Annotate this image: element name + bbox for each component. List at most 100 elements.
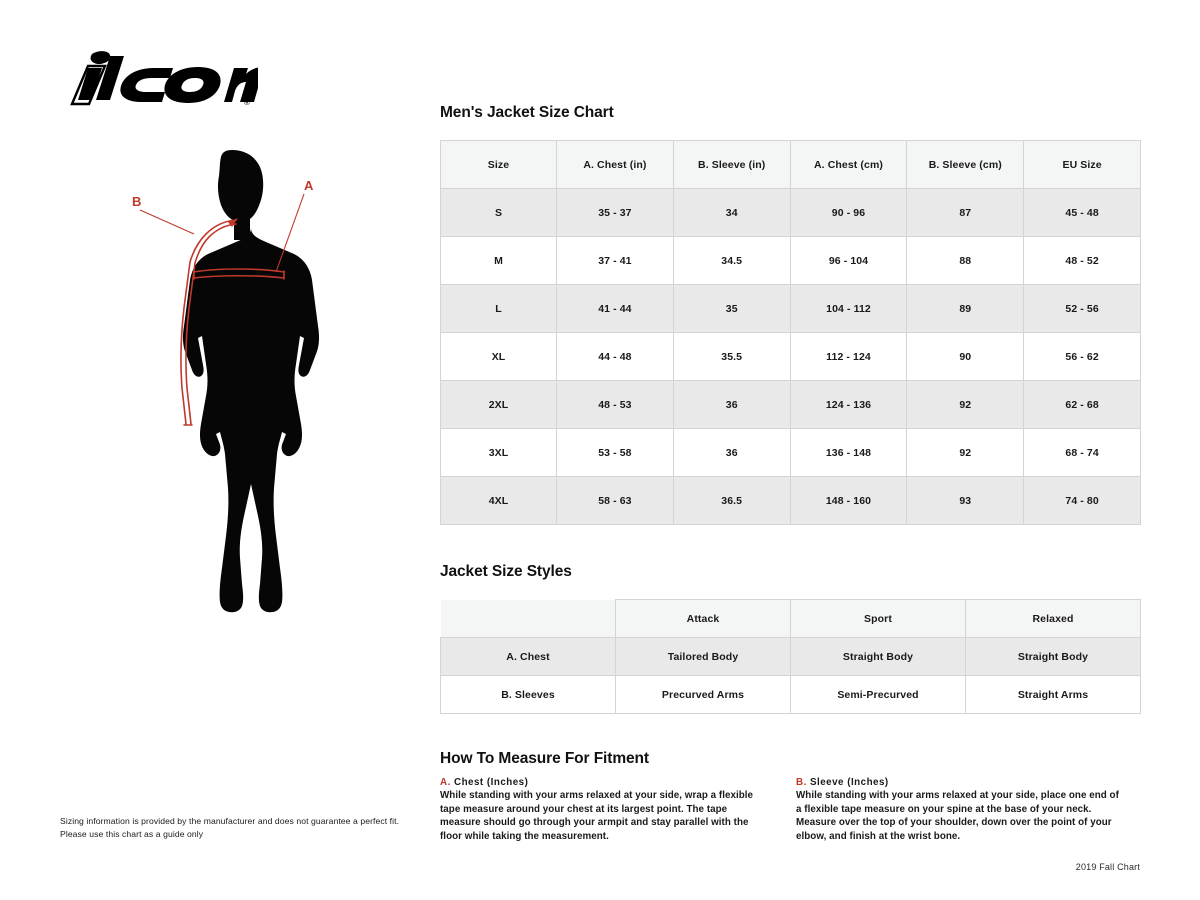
cell-chest-cm: 124 - 136 bbox=[789, 380, 908, 429]
col-header-chest-cm: A. Chest (cm) bbox=[789, 140, 908, 189]
cell-sleeve-in: 34 bbox=[672, 188, 791, 237]
jacket-size-styles-table: Attack Sport Relaxed A. Chest Tailored B… bbox=[440, 599, 1141, 714]
cell-size: 3XL bbox=[440, 428, 557, 477]
chart-season-note: 2019 Fall Chart bbox=[1075, 862, 1140, 872]
cell-size: 4XL bbox=[440, 476, 557, 525]
cell-sleeve-cm: 92 bbox=[906, 380, 1025, 429]
cell-size: M bbox=[440, 236, 557, 285]
cell-sleeve-in: 36 bbox=[672, 428, 791, 477]
styles-row-label-chest: A. Chest bbox=[440, 637, 616, 676]
cell-sleeve-in: 34.5 bbox=[672, 236, 791, 285]
measure-chest-body: While standing with your arms relaxed at… bbox=[440, 790, 754, 842]
jacket-size-styles-section: Jacket Size Styles Attack Sport Relaxed … bbox=[440, 563, 1141, 714]
measure-chest-heading-text: Chest (Inches) bbox=[454, 777, 529, 788]
measure-column-sleeve: B. Sleeve (Inches) While standing with y… bbox=[796, 777, 1126, 843]
cell-eu-size: 48 - 52 bbox=[1023, 236, 1141, 285]
cell-eu-size: 45 - 48 bbox=[1023, 188, 1141, 237]
col-header-chest-in: A. Chest (in) bbox=[556, 140, 674, 189]
mens-jacket-size-table: Size A. Chest (in) B. Sleeve (in) A. Che… bbox=[440, 140, 1141, 525]
measure-chest-letter: A. bbox=[440, 777, 451, 788]
cell-size: L bbox=[440, 284, 557, 333]
measure-sleeve-heading: B. Sleeve (Inches) bbox=[796, 777, 1126, 788]
icon-brand-logo: ® bbox=[58, 48, 258, 110]
cell-sleeve-cm: 89 bbox=[906, 284, 1025, 333]
chest-measure-line-bottom bbox=[193, 274, 285, 279]
table-row: L 41 - 44 35 104 - 112 89 52 - 56 bbox=[440, 284, 1141, 333]
cell-eu-size: 62 - 68 bbox=[1023, 380, 1141, 429]
table-row: B. Sleeves Precurved Arms Semi-Precurved… bbox=[440, 675, 1141, 714]
cell-chest-cm: 136 - 148 bbox=[789, 428, 908, 477]
cell-sleeve-cm: 92 bbox=[906, 428, 1025, 477]
cell-chest-in: 48 - 53 bbox=[556, 380, 674, 429]
disclaimer-line-2: Please use this chart as a guide only bbox=[60, 829, 204, 839]
measure-column-chest: A. Chest (Inches) While standing with yo… bbox=[440, 777, 770, 843]
sleeve-measure-line-inner bbox=[185, 223, 237, 425]
cell-sleeve-cm: 93 bbox=[906, 476, 1025, 525]
cell-chest-cm: 96 - 104 bbox=[789, 236, 908, 285]
col-header-sleeve-cm: B. Sleeve (cm) bbox=[906, 140, 1025, 189]
styles-header-row: Attack Sport Relaxed bbox=[440, 599, 1141, 638]
size-chart-title: Men's Jacket Size Chart bbox=[440, 104, 614, 121]
table-row: 4XL 58 - 63 36.5 148 - 160 93 74 - 80 bbox=[440, 476, 1141, 525]
styles-row-label-sleeves: B. Sleeves bbox=[440, 675, 616, 714]
styles-cell-sport: Semi-Precurved bbox=[790, 675, 966, 714]
cell-chest-cm: 104 - 112 bbox=[789, 284, 908, 333]
cell-chest-in: 58 - 63 bbox=[556, 476, 674, 525]
measure-chest-heading: A. Chest (Inches) bbox=[440, 777, 770, 788]
cell-eu-size: 56 - 62 bbox=[1023, 332, 1141, 381]
body-measurement-diagram: A B bbox=[108, 148, 368, 628]
measure-sleeve-body: While standing with your arms relaxed at… bbox=[796, 790, 1119, 842]
registered-mark: ® bbox=[244, 98, 250, 107]
disclaimer-line-1: Sizing information is provided by the ma… bbox=[60, 816, 400, 826]
cell-chest-in: 44 - 48 bbox=[556, 332, 674, 381]
measure-section-title: How To Measure For Fitment bbox=[440, 750, 649, 767]
label-a-leader bbox=[275, 193, 305, 273]
size-table-header-row: Size A. Chest (in) B. Sleeve (in) A. Che… bbox=[440, 140, 1141, 189]
table-row: 3XL 53 - 58 36 136 - 148 92 68 - 74 bbox=[440, 428, 1141, 477]
styles-corner-cell bbox=[440, 599, 616, 638]
table-row: M 37 - 41 34.5 96 - 104 88 48 - 52 bbox=[440, 236, 1141, 285]
styles-col-sport: Sport bbox=[790, 599, 966, 638]
how-to-measure-section: How To Measure For Fitment A. Chest (Inc… bbox=[440, 750, 1140, 843]
cell-chest-cm: 148 - 160 bbox=[789, 476, 908, 525]
col-header-sleeve-in: B. Sleeve (in) bbox=[672, 140, 791, 189]
table-row: XL 44 - 48 35.5 112 - 124 90 56 - 62 bbox=[440, 332, 1141, 381]
charts-column: Men's Jacket Size Chart Size A. Chest (i… bbox=[440, 104, 1141, 843]
cell-size: 2XL bbox=[440, 380, 557, 429]
cell-chest-in: 53 - 58 bbox=[556, 428, 674, 477]
cell-sleeve-in: 36 bbox=[672, 380, 791, 429]
styles-cell-relaxed: Straight Body bbox=[965, 637, 1141, 676]
cell-sleeve-cm: 88 bbox=[906, 236, 1025, 285]
figure-label-a: A bbox=[304, 178, 314, 193]
cell-chest-cm: 90 - 96 bbox=[789, 188, 908, 237]
measure-sleeve-letter: B. bbox=[796, 777, 807, 788]
cell-sleeve-in: 36.5 bbox=[672, 476, 791, 525]
styles-cell-attack: Tailored Body bbox=[615, 637, 791, 676]
cell-size: XL bbox=[440, 332, 557, 381]
styles-cell-relaxed: Straight Arms bbox=[965, 675, 1141, 714]
cell-eu-size: 68 - 74 bbox=[1023, 428, 1141, 477]
col-header-size: Size bbox=[440, 140, 557, 189]
sleeve-arrowhead bbox=[228, 218, 238, 227]
cell-sleeve-cm: 87 bbox=[906, 188, 1025, 237]
table-row: S 35 - 37 34 90 - 96 87 45 - 48 bbox=[440, 188, 1141, 237]
cell-chest-in: 37 - 41 bbox=[556, 236, 674, 285]
col-header-eu-size: EU Size bbox=[1023, 140, 1141, 189]
styles-col-relaxed: Relaxed bbox=[965, 599, 1141, 638]
cell-chest-in: 41 - 44 bbox=[556, 284, 674, 333]
measure-sleeve-heading-text: Sleeve (Inches) bbox=[810, 777, 889, 788]
table-row: 2XL 48 - 53 36 124 - 136 92 62 - 68 bbox=[440, 380, 1141, 429]
cell-eu-size: 74 - 80 bbox=[1023, 476, 1141, 525]
styles-cell-attack: Precurved Arms bbox=[615, 675, 791, 714]
figure-label-b: B bbox=[132, 194, 141, 209]
disclaimer-text: Sizing information is provided by the ma… bbox=[60, 815, 440, 841]
styles-chart-title: Jacket Size Styles bbox=[440, 563, 572, 580]
sleeve-measure-line-outer bbox=[180, 219, 237, 425]
cell-sleeve-in: 35.5 bbox=[672, 332, 791, 381]
label-b-leader bbox=[139, 209, 195, 235]
cell-sleeve-cm: 90 bbox=[906, 332, 1025, 381]
table-row: A. Chest Tailored Body Straight Body Str… bbox=[440, 637, 1141, 676]
male-silhouette bbox=[182, 150, 320, 613]
cell-chest-cm: 112 - 124 bbox=[789, 332, 908, 381]
